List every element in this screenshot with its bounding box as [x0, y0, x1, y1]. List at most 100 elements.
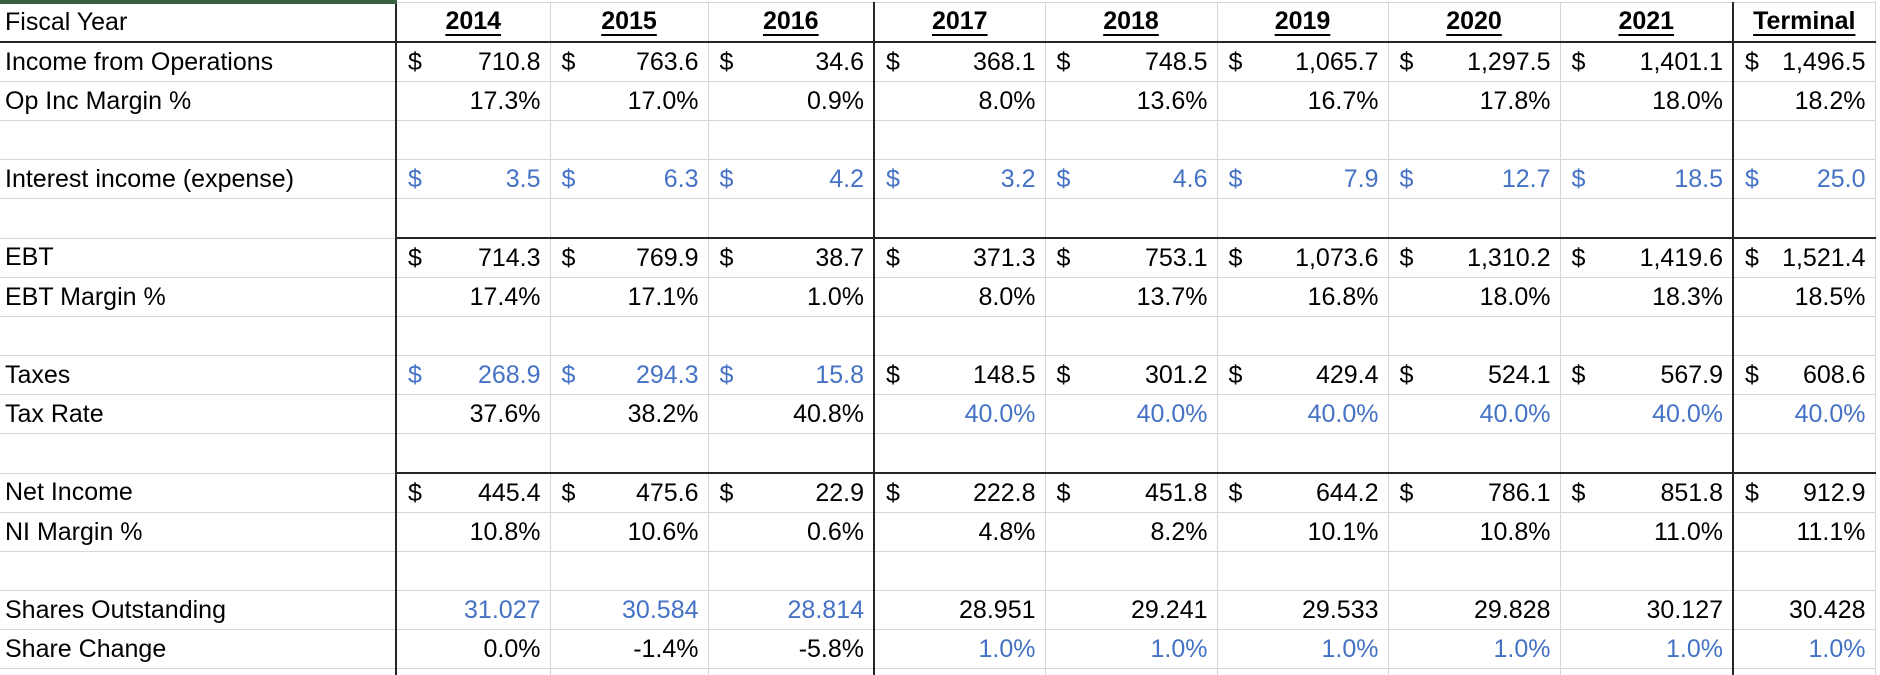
fiscal-year-header-cell[interactable]: Fiscal Year — [0, 0, 397, 43]
column-header-2021[interactable]: 2021 — [1560, 1, 1734, 43]
cell-net-income-2020[interactable]: $786.1 — [1388, 472, 1561, 513]
cell-share-change-2014[interactable]: 0.0% — [396, 629, 551, 669]
cell-interest-income-expense-2020[interactable]: $12.7 — [1388, 159, 1561, 199]
cell-interest-income-expense-2016[interactable]: $4.2 — [708, 159, 875, 199]
cell-ebt-margin-2019[interactable]: 16.8% — [1217, 277, 1389, 317]
cell-op-inc-margin-2016[interactable]: 0.9% — [708, 81, 875, 121]
blank-cell[interactable] — [708, 120, 875, 160]
blank-cell[interactable] — [550, 316, 709, 356]
blank-cell[interactable] — [0, 120, 397, 160]
blank-cell[interactable] — [1217, 198, 1389, 239]
cell-share-change-2018[interactable]: 1.0% — [1045, 629, 1218, 669]
cell-shares-outstanding-2015[interactable]: 30.584 — [550, 590, 709, 630]
cell-ni-margin-2016[interactable]: 0.6% — [708, 512, 875, 552]
cell-ebt-margin-2016[interactable]: 1.0% — [708, 277, 875, 317]
cell-ebt-2016[interactable]: $38.7 — [708, 237, 875, 278]
cell-ni-margin-2021[interactable]: 11.0% — [1560, 512, 1734, 552]
blank-cell[interactable] — [396, 551, 551, 591]
cell-ebt-margin-2021[interactable]: 18.3% — [1560, 277, 1734, 317]
blank-cell[interactable] — [1560, 198, 1734, 239]
cell-op-inc-margin-2018[interactable]: 13.6% — [1045, 81, 1218, 121]
column-header-terminal[interactable]: Terminal — [1733, 1, 1876, 43]
cell-ebt-margin-2020[interactable]: 18.0% — [1388, 277, 1561, 317]
blank-cell[interactable] — [1045, 433, 1218, 474]
blank-cell[interactable] — [0, 551, 397, 591]
row-label-tax-rate[interactable]: Tax Rate — [0, 394, 397, 434]
cell-interest-income-expense-2018[interactable]: $4.6 — [1045, 159, 1218, 199]
blank-cell[interactable] — [874, 198, 1046, 239]
row-label-ebt[interactable]: EBT — [0, 238, 397, 278]
cell-taxes-2020[interactable]: $524.1 — [1388, 355, 1561, 395]
cell-income-from-operations-2017[interactable]: $368.1 — [874, 42, 1046, 82]
cell-interest-income-expense-2019[interactable]: $7.9 — [1217, 159, 1389, 199]
column-header-2019[interactable]: 2019 — [1217, 1, 1389, 43]
cell-ebt-2018[interactable]: $753.1 — [1045, 237, 1218, 278]
column-header-2016[interactable]: 2016 — [708, 1, 875, 43]
cell-taxes-2014[interactable]: $268.9 — [396, 355, 551, 395]
blank-cell[interactable] — [1388, 316, 1561, 356]
row-label-ebt-margin[interactable]: EBT Margin % — [0, 277, 397, 317]
cell-interest-income-expense-2017[interactable]: $3.2 — [874, 159, 1046, 199]
blank-cell[interactable] — [1733, 433, 1876, 474]
blank-cell[interactable] — [1733, 198, 1876, 239]
cell-ebt-margin-2014[interactable]: 17.4% — [396, 277, 551, 317]
cell-ni-margin-2018[interactable]: 8.2% — [1045, 512, 1218, 552]
blank-cell[interactable] — [1045, 551, 1218, 591]
cell-interest-income-expense-terminal[interactable]: $25.0 — [1733, 159, 1876, 199]
blank-cell[interactable] — [1388, 198, 1561, 239]
blank-cell[interactable] — [874, 316, 1046, 356]
cell-net-income-2021[interactable]: $851.8 — [1560, 472, 1734, 513]
blank-cell[interactable] — [1217, 433, 1389, 474]
blank-cell[interactable] — [708, 551, 875, 591]
blank-cell[interactable] — [1388, 120, 1561, 160]
blank-cell[interactable] — [550, 551, 709, 591]
cell-ebt-2021[interactable]: $1,419.6 — [1560, 237, 1734, 278]
blank-cell[interactable] — [1560, 120, 1734, 160]
blank-cell[interactable] — [874, 120, 1046, 160]
cell-net-income-2014[interactable]: $445.4 — [396, 472, 551, 513]
cell-ni-margin-2015[interactable]: 10.6% — [550, 512, 709, 552]
blank-cell[interactable] — [1045, 316, 1218, 356]
cell-tax-rate-2014[interactable]: 37.6% — [396, 394, 551, 434]
cell-ebt-2019[interactable]: $1,073.6 — [1217, 237, 1389, 278]
blank-cell[interactable] — [396, 120, 551, 160]
cell-shares-outstanding-2018[interactable]: 29.241 — [1045, 590, 1218, 630]
blank-cell[interactable] — [708, 198, 875, 239]
blank-cell[interactable] — [874, 551, 1046, 591]
cell-taxes-terminal[interactable]: $608.6 — [1733, 355, 1876, 395]
blank-cell[interactable] — [396, 316, 551, 356]
cell-net-income-2017[interactable]: $222.8 — [874, 472, 1046, 513]
cell-tax-rate-2018[interactable]: 40.0% — [1045, 394, 1218, 434]
cell-op-inc-margin-2014[interactable]: 17.3% — [396, 81, 551, 121]
cell-interest-income-expense-2021[interactable]: $18.5 — [1560, 159, 1734, 199]
cell-interest-income-expense-2015[interactable]: $6.3 — [550, 159, 709, 199]
cell-tax-rate-2021[interactable]: 40.0% — [1560, 394, 1734, 434]
blank-cell[interactable] — [0, 316, 397, 356]
cell-tax-rate-2015[interactable]: 38.2% — [550, 394, 709, 434]
cell-op-inc-margin-2019[interactable]: 16.7% — [1217, 81, 1389, 121]
blank-cell[interactable] — [1217, 551, 1389, 591]
blank-cell[interactable] — [1560, 551, 1734, 591]
blank-cell[interactable] — [1733, 316, 1876, 356]
row-label-net-income[interactable]: Net Income — [0, 473, 397, 513]
row-label-taxes[interactable]: Taxes — [0, 355, 397, 395]
cell-shares-outstanding-2019[interactable]: 29.533 — [1217, 590, 1389, 630]
cell-op-inc-margin-2015[interactable]: 17.0% — [550, 81, 709, 121]
cell-income-from-operations-2014[interactable]: $710.8 — [396, 42, 551, 82]
cell-income-from-operations-2021[interactable]: $1,401.1 — [1560, 42, 1734, 82]
cell-share-change-2019[interactable]: 1.0% — [1217, 629, 1389, 669]
row-label-share-change[interactable]: Share Change — [0, 629, 397, 669]
blank-cell[interactable] — [1045, 120, 1218, 160]
cell-tax-rate-2017[interactable]: 40.0% — [874, 394, 1046, 434]
column-header-2018[interactable]: 2018 — [1045, 1, 1218, 43]
cell-share-change-2021[interactable]: 1.0% — [1560, 629, 1734, 669]
blank-cell[interactable] — [1733, 120, 1876, 160]
blank-cell[interactable] — [0, 198, 397, 239]
row-label-op-inc-margin[interactable]: Op Inc Margin % — [0, 81, 397, 121]
row-label-ni-margin[interactable]: NI Margin % — [0, 512, 397, 552]
blank-cell[interactable] — [396, 433, 551, 474]
cell-op-inc-margin-2020[interactable]: 17.8% — [1388, 81, 1561, 121]
row-label-income-from-operations[interactable]: Income from Operations — [0, 42, 397, 82]
cell-share-change-2016[interactable]: -5.8% — [708, 629, 875, 669]
cell-op-inc-margin-2017[interactable]: 8.0% — [874, 81, 1046, 121]
